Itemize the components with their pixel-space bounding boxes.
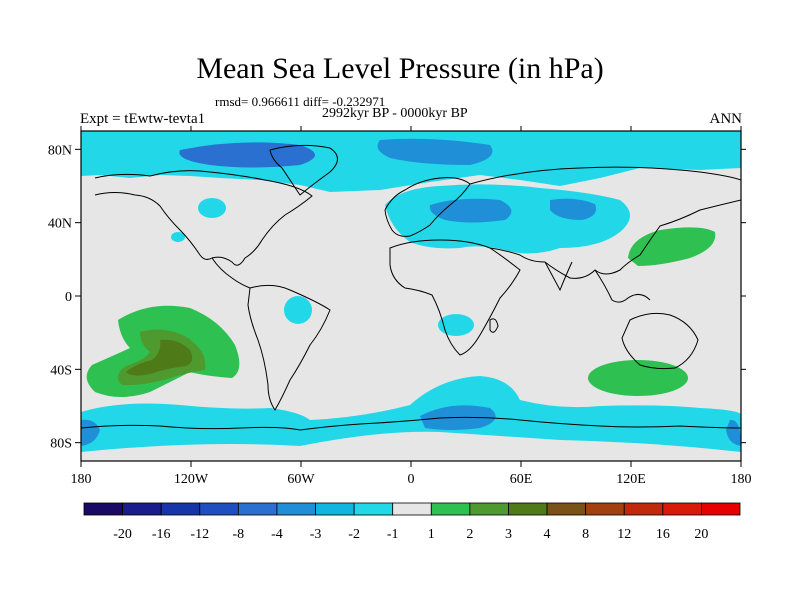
madagascar-coast — [489, 318, 499, 333]
x-tick-label: 0 — [408, 472, 415, 487]
x-tick-label: 120W — [174, 472, 209, 487]
colorbar-label: -16 — [152, 527, 171, 542]
antarctic-interior — [81, 431, 741, 461]
colorbar-swatch — [315, 502, 355, 516]
colorbar-swatch — [83, 502, 123, 516]
colorbar-label: -20 — [113, 527, 132, 542]
atlantic-equator-negative-patch — [284, 296, 312, 324]
colorbar-swatch — [662, 502, 702, 516]
arctic-negative-core — [377, 138, 493, 165]
stats-label: rmsd= 0.966611 diff= -0.232971 — [215, 94, 386, 109]
colorbar-label: 12 — [617, 527, 631, 542]
colorbar-label: -2 — [348, 527, 360, 542]
colorbar-label: -4 — [271, 527, 283, 542]
period-label: 2992kyr BP - 0000kyr BP — [322, 106, 468, 121]
colorbar-swatch — [469, 502, 509, 516]
season-label: ANN — [709, 111, 743, 127]
x-axis-ticks: 180 120W 60W 0 60E 120E 180 — [71, 126, 752, 487]
coastlines — [81, 144, 741, 431]
antarctica-coast — [81, 416, 741, 431]
colorbar-label: -3 — [310, 527, 322, 542]
africa-coast — [389, 239, 521, 356]
southeast-asia-coast — [594, 269, 651, 303]
colorbar-label: -8 — [233, 527, 245, 542]
colorbar-label: 3 — [505, 527, 512, 542]
central-america-coast — [211, 257, 251, 289]
chart-title: Mean Sea Level Pressure (in hPa) — [196, 52, 604, 85]
colorbar-label: 8 — [582, 527, 589, 542]
x-tick-label: 180 — [731, 472, 752, 487]
experiment-label: Expt = tEwtw-tevta1 — [80, 111, 206, 127]
colorbar-swatch — [276, 502, 316, 516]
colorbar-label: 20 — [694, 527, 708, 542]
x-tick-label: 180 — [71, 472, 92, 487]
antarctic-edge-negative-east — [726, 419, 741, 446]
colorbar-swatch — [392, 502, 432, 516]
colorbar-swatch — [237, 502, 278, 516]
colorbar-swatch — [546, 502, 587, 516]
colorbar-swatch — [122, 502, 162, 516]
pacific-east-negative-patch — [171, 232, 185, 242]
y-tick-label: 40N — [48, 217, 72, 232]
colorbar-label: 16 — [656, 527, 670, 542]
y-tick-label: 0 — [65, 290, 72, 305]
central-asia-negative-core — [550, 198, 597, 220]
y-tick-label: 80S — [50, 437, 72, 452]
africa-south-negative-patch — [438, 314, 474, 336]
greenland-coast — [269, 144, 338, 196]
europe-coast — [384, 177, 471, 237]
colorbar-swatch — [199, 502, 239, 516]
colorbar-swatch — [430, 502, 471, 516]
south-pacific-positive-inner — [126, 339, 193, 376]
greenland-negative-core — [179, 142, 315, 168]
x-tick-label: 120E — [616, 472, 646, 487]
colorbar-label: 4 — [544, 527, 551, 542]
colorbar-label: -12 — [190, 527, 209, 542]
australia-coast — [621, 312, 699, 370]
south-america-coast — [247, 284, 331, 411]
asia-coast — [469, 166, 741, 279]
india-coast — [544, 261, 573, 292]
colorbar-swatch — [701, 502, 741, 516]
colorbar: -20 -16 -12 -8 -4 -3 -2 -1 1 2 3 4 8 12 16 20 — [83, 502, 741, 542]
colorbar-label: 2 — [466, 527, 473, 542]
colorbar-swatch — [160, 502, 201, 516]
colorbar-swatch — [353, 502, 394, 516]
south-indian-positive — [588, 360, 688, 396]
north-pacific-positive — [628, 227, 716, 266]
x-tick-label: 60E — [510, 472, 533, 487]
north-america-coast — [94, 170, 313, 266]
colorbar-swatch — [508, 502, 548, 516]
eurasia-negative-belt — [385, 184, 630, 254]
y-tick-label: 40S — [50, 363, 72, 378]
x-tick-label: 60W — [287, 472, 315, 487]
colorbar-label: -1 — [387, 527, 399, 542]
north-atlantic-negative-patch — [198, 198, 226, 218]
y-tick-label: 80N — [48, 143, 72, 158]
colorbar-swatch — [623, 502, 664, 516]
southern-ocean-negative — [81, 376, 741, 461]
colorbar-swatch — [585, 502, 625, 516]
y-axis-ticks: 80N 40N 0 40S 80S — [48, 143, 746, 452]
colorbar-label: 1 — [428, 527, 435, 542]
